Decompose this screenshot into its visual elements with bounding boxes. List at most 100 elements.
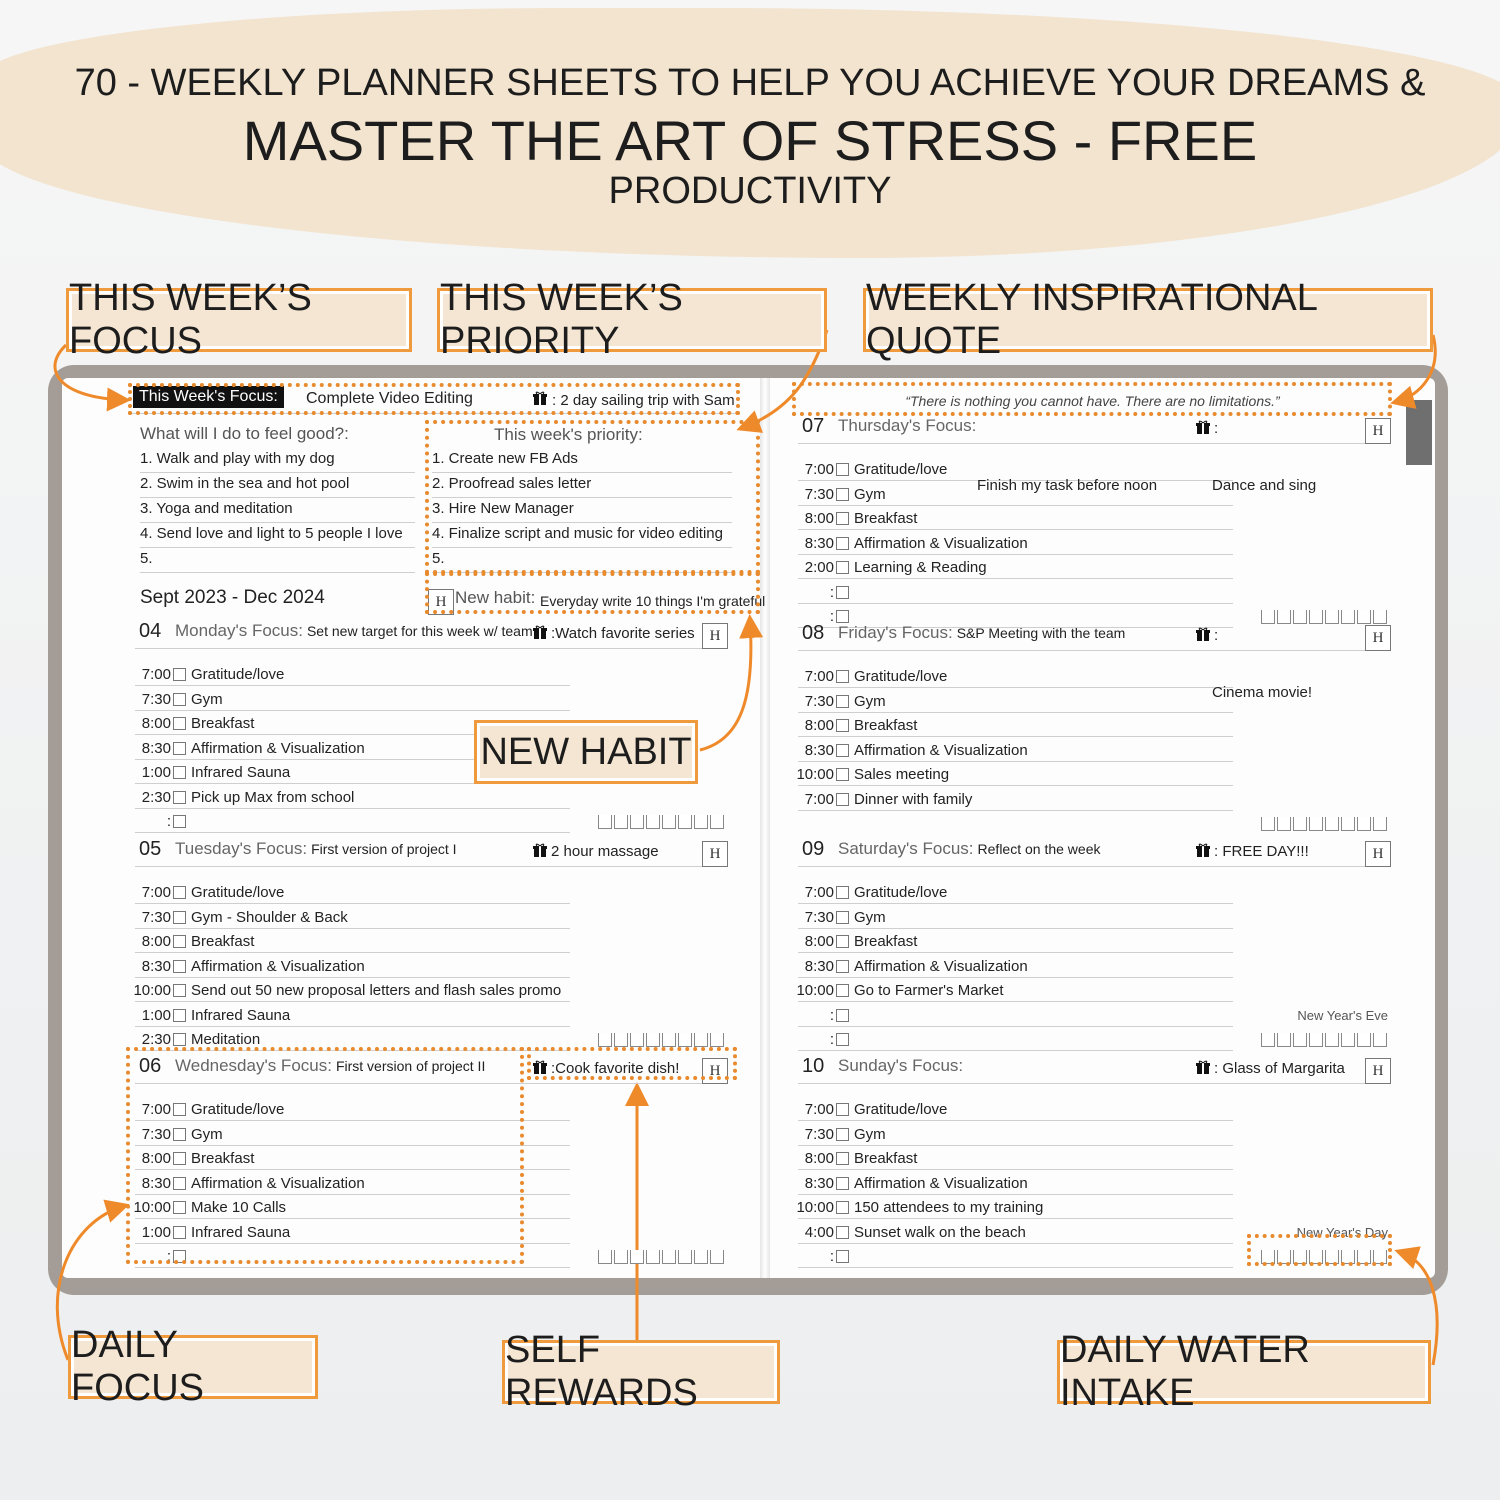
entry-text: Learning & Reading xyxy=(854,559,987,576)
gift-icon xyxy=(1196,1060,1210,1074)
entry-checkbox xyxy=(173,959,186,973)
entry-checkbox xyxy=(836,1225,849,1239)
entry-text: Gym xyxy=(191,690,223,708)
entry-time: 7:30 xyxy=(141,908,171,926)
entry-text: Infrared Sauna xyxy=(191,1006,291,1024)
entry-checkbox xyxy=(173,1033,186,1046)
entry-text: Make 10 Calls xyxy=(191,1199,287,1216)
entry-time: 7:30 xyxy=(141,690,171,708)
water-glass xyxy=(710,1250,724,1264)
focus-label: This Week's Focus: xyxy=(133,386,284,408)
day-mark: H xyxy=(702,623,728,649)
entry-text: Affirmation & Visualization xyxy=(191,957,365,975)
rule-line xyxy=(432,472,732,473)
entry-checkbox xyxy=(173,886,186,899)
gift-icon xyxy=(533,625,547,639)
page-tab xyxy=(1406,400,1432,465)
water-glass xyxy=(1277,610,1291,624)
entry-time: 7:00 xyxy=(804,790,834,808)
priority-item: 1. Create new FB Ads xyxy=(432,450,578,467)
entry-text: Meditation xyxy=(191,1031,261,1048)
rule-line xyxy=(140,572,415,573)
highlight xyxy=(527,1047,737,1080)
rule-line xyxy=(432,497,732,498)
rule-line xyxy=(135,1001,570,1002)
header-title: MASTER THE ART OF STRESS - FREE xyxy=(242,109,1258,172)
callout: SELF REWARDS xyxy=(502,1329,780,1414)
rule-line xyxy=(140,547,415,548)
entry-text: Gratitude/love xyxy=(854,1101,948,1118)
day-number: 09 xyxy=(802,838,825,860)
entry-time: : xyxy=(829,608,834,625)
callout: THIS WEEK’S PRIORITY xyxy=(437,277,827,362)
entry-time: 8:00 xyxy=(141,1150,171,1167)
day-focus-label: Sunday's Focus: xyxy=(838,1056,964,1075)
entry-checkbox xyxy=(836,670,849,683)
entry-text: Breakfast xyxy=(854,933,918,950)
entry-checkbox xyxy=(836,512,849,525)
day-focus: Set new target for this week w/ team xyxy=(306,623,533,639)
water-glass xyxy=(1277,1033,1291,1047)
rule-line xyxy=(798,927,1233,929)
entry-time: 2:30 xyxy=(141,1031,171,1048)
entry-text: Sunset walk on the beach xyxy=(854,1223,1026,1241)
entry-time: 8:00 xyxy=(804,1150,834,1167)
entry-text: Affirmation & Visualization xyxy=(191,1174,365,1192)
day-mark: H xyxy=(1365,1058,1391,1084)
feel-good-item: 1. Walk and play with my dog xyxy=(140,450,335,467)
entry-time: 7:00 xyxy=(141,666,171,683)
water-glass xyxy=(630,1033,644,1047)
callout: NEW HABIT xyxy=(474,720,698,784)
entry-time: 10:00 xyxy=(133,982,171,999)
entry-checkbox xyxy=(836,1152,849,1165)
water-glass xyxy=(614,1033,628,1047)
day-focus-label: Saturday's Focus: xyxy=(838,839,974,858)
entry-text: Gratitude/love xyxy=(854,668,948,685)
entry-checkbox xyxy=(836,935,849,948)
entry-checkbox xyxy=(836,1103,849,1116)
entry-checkbox xyxy=(173,668,186,681)
entry-text: Gym xyxy=(854,908,886,926)
week-reward: : 2 day sailing trip with Sam xyxy=(552,392,735,409)
entry-checkbox xyxy=(836,886,849,899)
entry-time: 8:30 xyxy=(804,741,834,759)
day-focus: Reflect on the week xyxy=(977,841,1101,857)
gift-icon xyxy=(1196,420,1210,434)
water-glass xyxy=(614,1250,628,1264)
rule-line xyxy=(798,1267,1233,1268)
day-mark: H xyxy=(1365,418,1391,444)
rule-line xyxy=(135,807,570,809)
feel-good-item: 3. Yoga and meditation xyxy=(140,500,293,517)
rule-line xyxy=(798,578,1233,579)
entry-text: Gym xyxy=(191,1125,223,1143)
entry-text: Affirmation & Visualization xyxy=(854,957,1028,975)
rule-line xyxy=(135,1193,570,1195)
day-focus-row: Thursday's Focus: xyxy=(838,416,976,436)
rule-line xyxy=(135,1025,570,1027)
priority-item: 3. Hire New Manager xyxy=(432,500,574,517)
day-focus-row: Tuesday's Focus: First version of project… xyxy=(175,839,457,859)
entry-text: Gym - Shoulder & Back xyxy=(191,908,348,926)
day-number: 04 xyxy=(139,620,162,642)
entry-checkbox xyxy=(836,959,849,973)
water-glass xyxy=(1293,610,1307,624)
rule-line xyxy=(798,866,1373,867)
day-number: 10 xyxy=(802,1055,825,1077)
day-reward: 2 hour massage xyxy=(551,843,659,860)
entry-checkbox xyxy=(173,815,186,828)
entry-checkbox xyxy=(836,585,849,599)
rule-line xyxy=(135,1120,570,1121)
water-glass xyxy=(662,1033,676,1047)
rule-line xyxy=(135,1218,570,1219)
entry-time: 7:00 xyxy=(804,884,834,901)
rule-line xyxy=(140,472,415,473)
water-glass xyxy=(1309,1033,1323,1047)
entry-time: 8:00 xyxy=(804,510,834,527)
entry-time: 4:00 xyxy=(804,1223,834,1241)
rule-line xyxy=(798,1120,1233,1121)
water-glass xyxy=(1325,1033,1339,1047)
gift-svg xyxy=(1196,420,1210,434)
water-glass xyxy=(1357,817,1371,831)
water-glass xyxy=(1341,610,1355,624)
